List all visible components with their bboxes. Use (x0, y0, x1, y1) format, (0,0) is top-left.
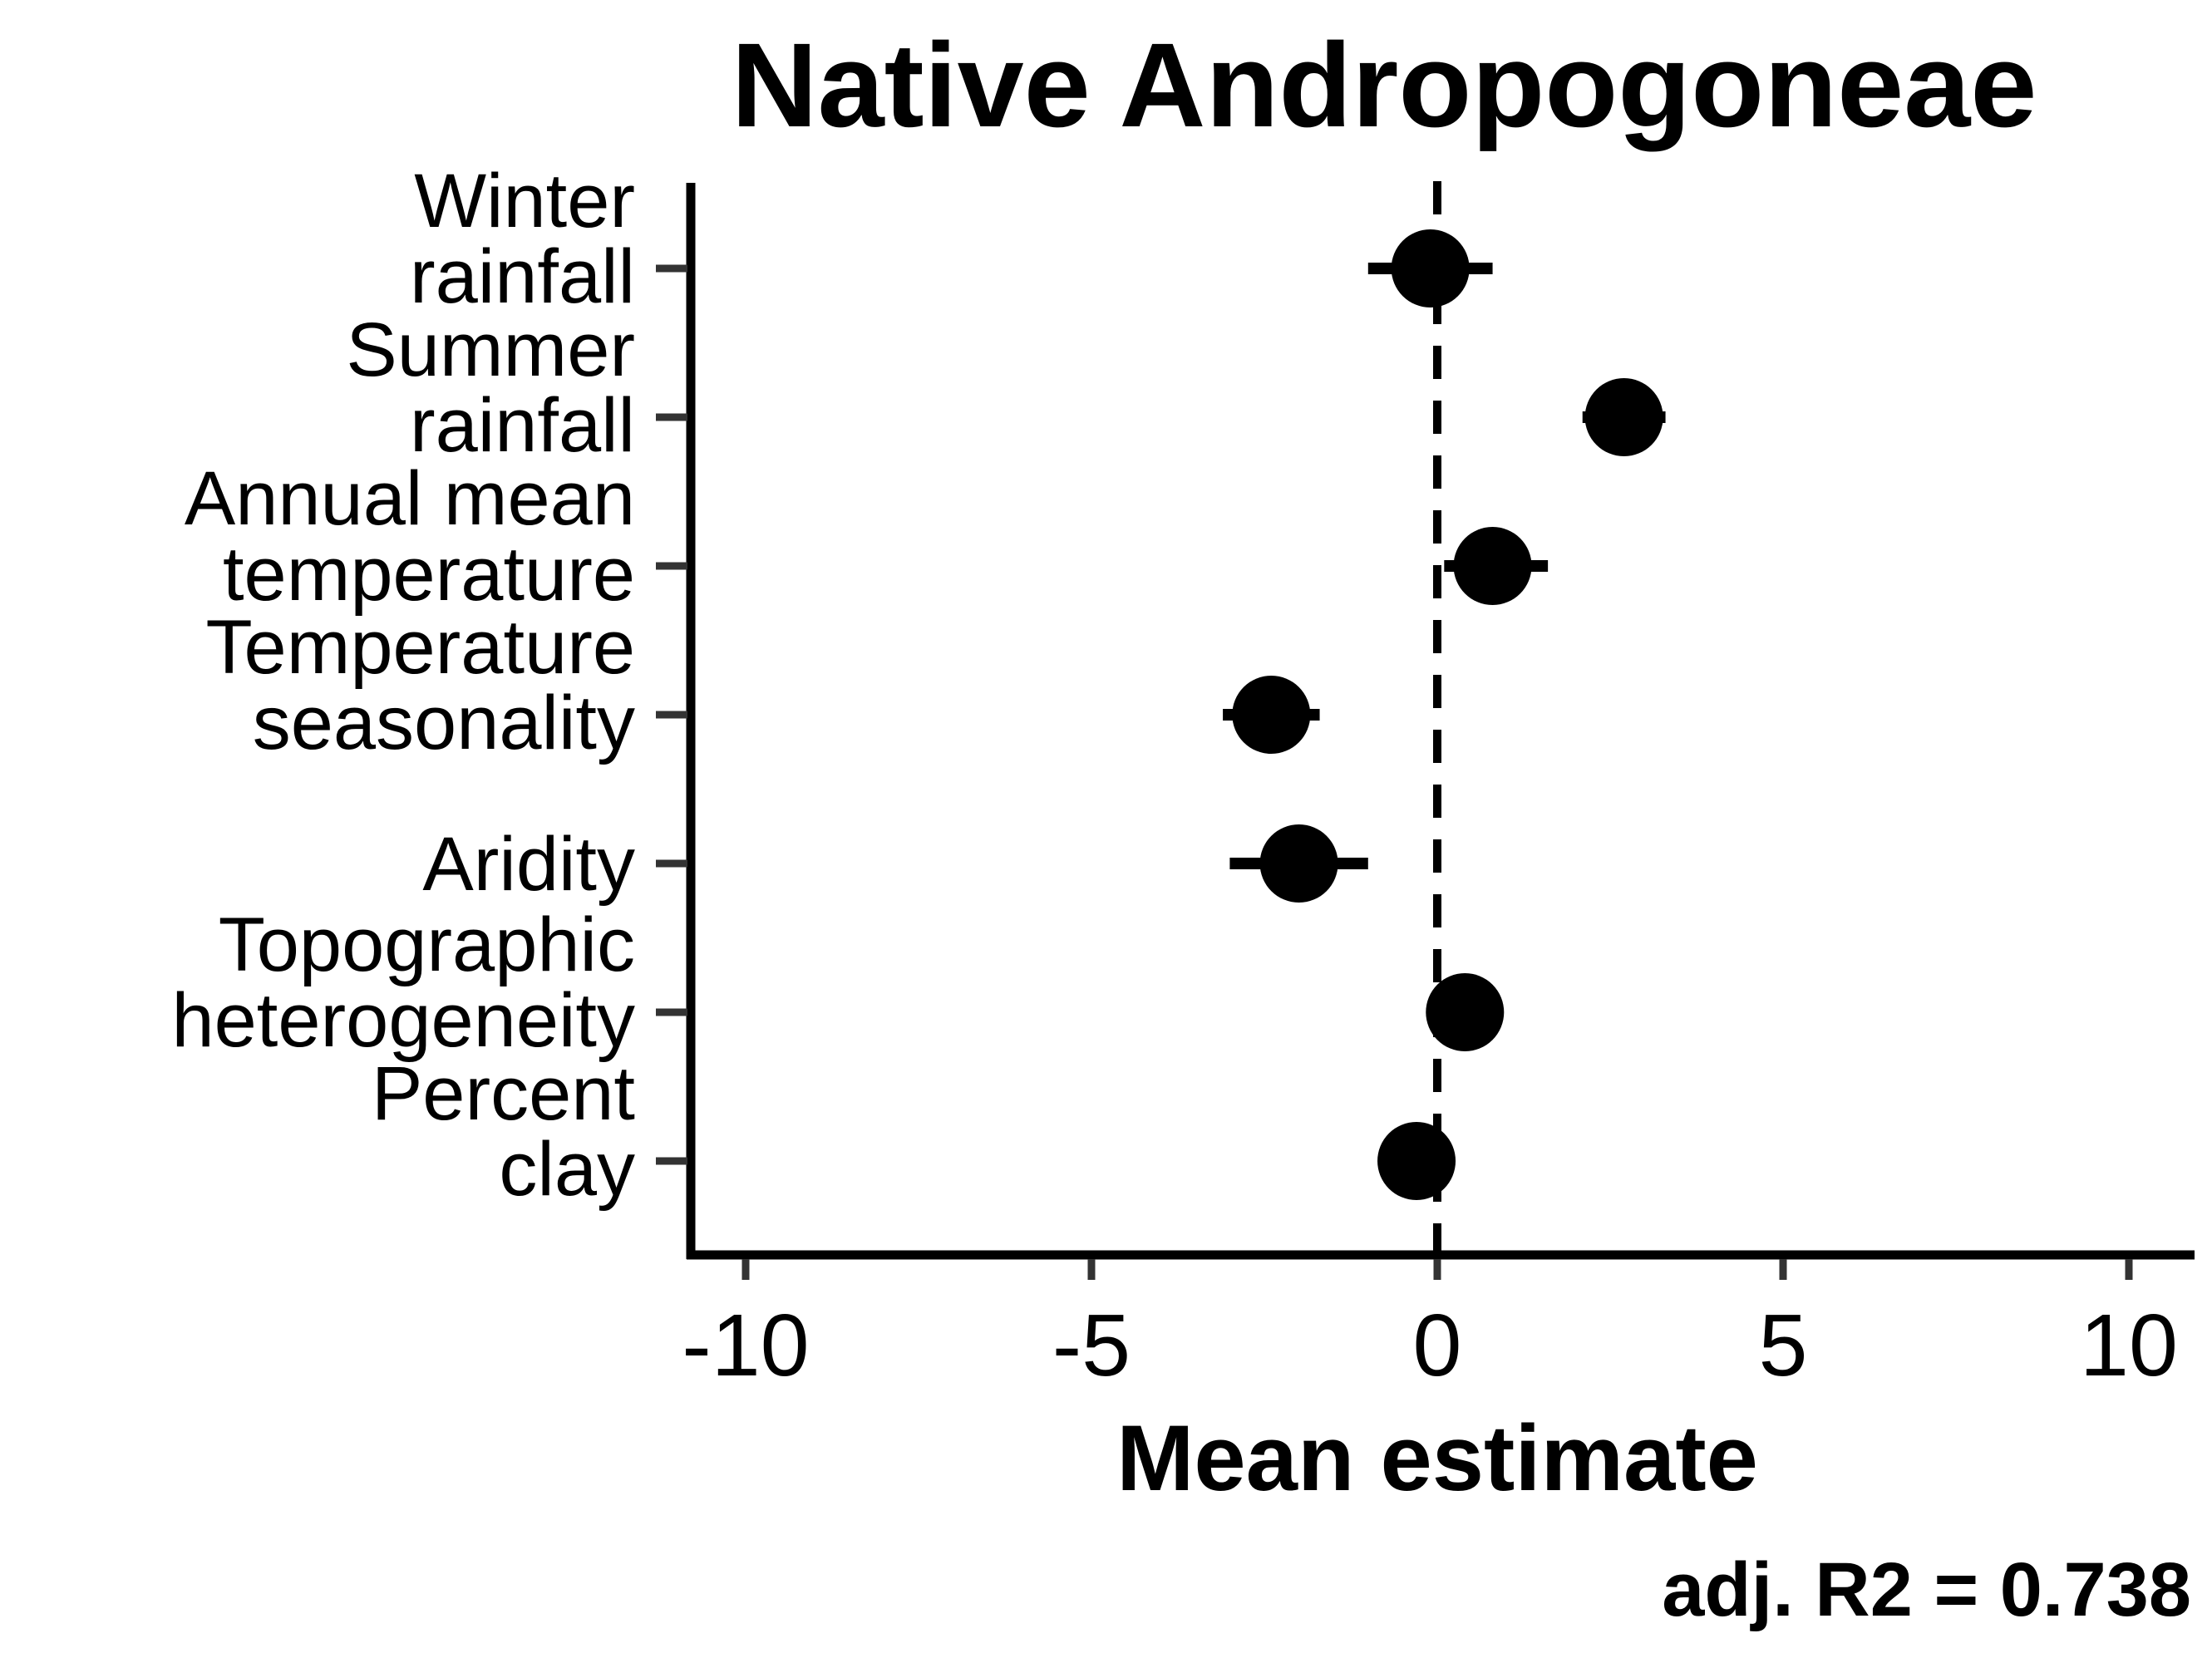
points-layer (1223, 229, 1666, 1200)
x-tick-label: 10 (2080, 1296, 2178, 1395)
estimate-point (1232, 676, 1311, 754)
y-category-label: clay (499, 1127, 635, 1212)
x-axis-title: Mean estimate (1116, 1406, 1758, 1510)
y-category-label: Temperature (206, 605, 635, 690)
y-category-label: Topographic (219, 903, 635, 987)
x-tick-label: 0 (1413, 1296, 1462, 1395)
y-category-label: Annual mean (185, 456, 635, 541)
axes-layer (686, 183, 2195, 1260)
x-tick-label: 5 (1759, 1296, 1808, 1395)
estimate-point (1453, 527, 1532, 605)
y-category-label: rainfall (410, 383, 635, 468)
y-category-label: Aridity (422, 822, 635, 907)
estimate-point (1377, 1122, 1456, 1200)
ticks-layer: -10 -5 0 5 10 (682, 1259, 2178, 1395)
y-category-label: Percent (372, 1051, 635, 1136)
estimate-point (1584, 378, 1663, 456)
y-category-label: temperature (223, 532, 635, 617)
y-category-label: heterogeneity (171, 978, 635, 1063)
estimate-point (1426, 973, 1505, 1051)
x-tick-label: -5 (1052, 1296, 1131, 1395)
adj-r2-annotation: adj. R2 = 0.738 (1662, 1547, 2191, 1632)
y-category-label: rainfall (410, 234, 635, 319)
x-tick-label: -10 (682, 1296, 809, 1395)
chart-title: Native Andropogoneae (732, 18, 2037, 152)
y-category-label: Summer (346, 307, 635, 392)
y-category-label: Winter (414, 159, 635, 244)
estimate-point (1391, 229, 1470, 307)
estimate-point (1259, 824, 1338, 903)
y-category-label: seasonality (253, 681, 635, 765)
